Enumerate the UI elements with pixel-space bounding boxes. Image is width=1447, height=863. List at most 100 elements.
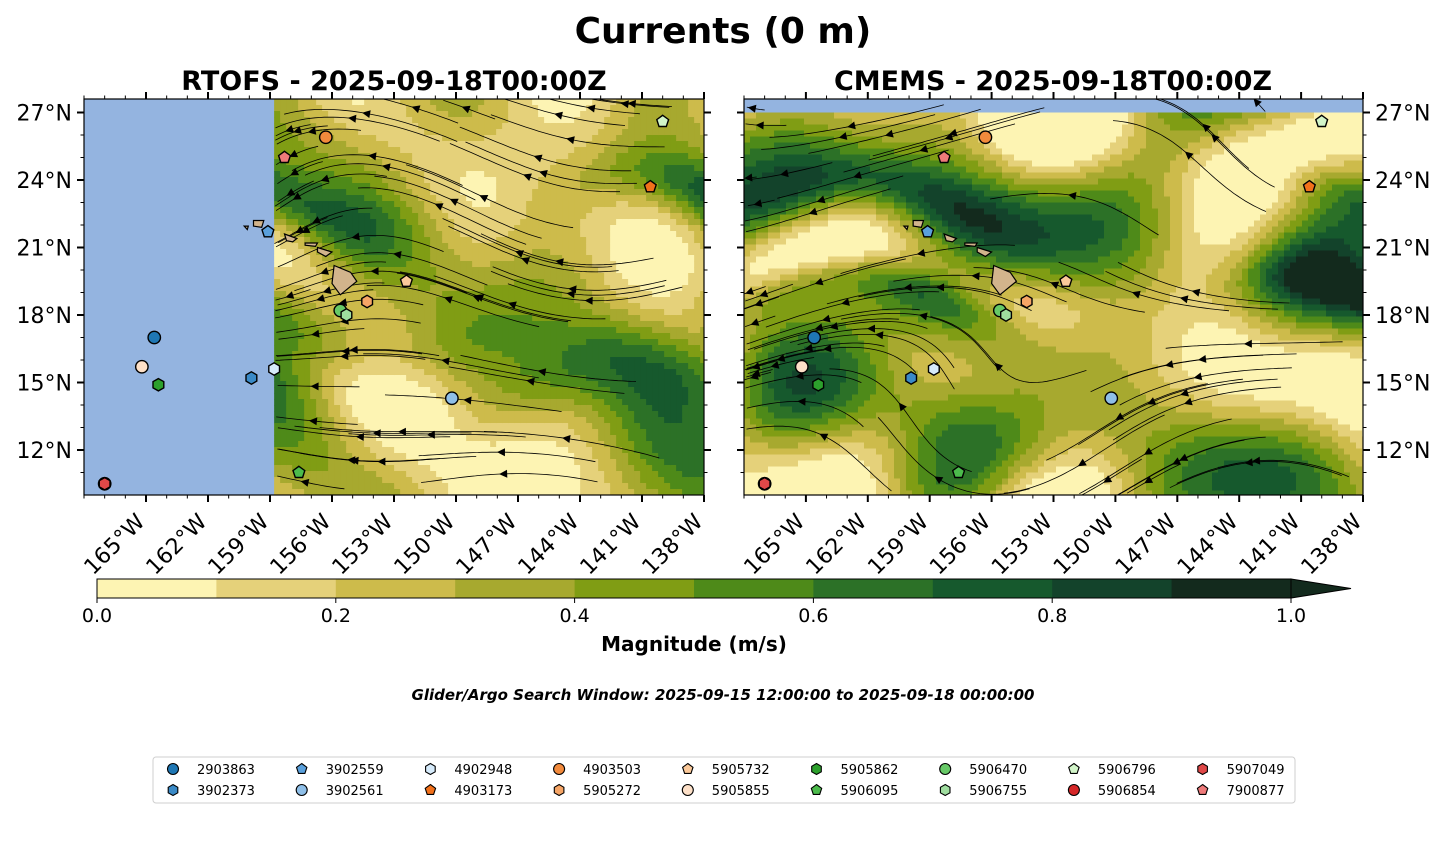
magnitude-cell: [688, 309, 695, 316]
magnitude-cell: [574, 141, 581, 148]
magnitude-cell: [526, 417, 533, 424]
magnitude-cell: [370, 321, 377, 328]
magnitude-cell: [682, 291, 689, 298]
magnitude-cell: [382, 429, 389, 436]
magnitude-cell: [286, 207, 293, 214]
magnitude-cell: [658, 147, 665, 154]
magnitude-cell: [454, 255, 461, 262]
magnitude-cell: [676, 465, 683, 472]
magnitude-cell: [310, 117, 317, 124]
magnitude-cell: [322, 471, 329, 478]
magnitude-cell: [472, 171, 479, 178]
magnitude-cell: [508, 333, 515, 340]
magnitude-cell: [556, 285, 563, 292]
magnitude-cell: [382, 267, 389, 274]
magnitude-cell: [484, 369, 491, 376]
magnitude-cell: [646, 465, 653, 472]
magnitude-cell: [694, 321, 701, 328]
magnitude-cell: [514, 327, 521, 334]
magnitude-cell: [352, 435, 359, 442]
magnitude-cell: [526, 201, 533, 208]
magnitude-cell: [418, 249, 425, 256]
magnitude-cell: [346, 297, 353, 304]
magnitude-cell: [364, 357, 371, 364]
magnitude-cell: [274, 471, 281, 478]
magnitude-cell: [316, 399, 323, 406]
magnitude-cell: [466, 447, 473, 454]
magnitude-cell: [400, 471, 407, 478]
magnitude-cell: [346, 231, 353, 238]
magnitude-cell: [700, 231, 704, 238]
magnitude-cell: [646, 297, 653, 304]
magnitude-cell: [292, 363, 299, 370]
magnitude-cell: [538, 483, 545, 490]
magnitude-cell: [328, 315, 335, 322]
magnitude-cell: [682, 279, 689, 286]
magnitude-cell: [532, 447, 539, 454]
magnitude-cell: [328, 459, 335, 466]
magnitude-cell: [364, 189, 371, 196]
magnitude-cell: [472, 447, 479, 454]
magnitude-cell: [538, 147, 545, 154]
magnitude-cell: [700, 129, 704, 136]
magnitude-cell: [520, 135, 527, 142]
magnitude-cell: [514, 435, 521, 442]
magnitude-cell: [478, 147, 485, 154]
magnitude-cell: [424, 147, 431, 154]
magnitude-cell: [334, 363, 341, 370]
magnitude-cell: [280, 315, 287, 322]
magnitude-cell: [448, 381, 455, 388]
magnitude-cell: [364, 225, 371, 232]
magnitude-cell: [520, 447, 527, 454]
magnitude-cell: [454, 123, 461, 130]
magnitude-cell: [646, 393, 653, 400]
magnitude-cell: [274, 117, 281, 124]
magnitude-cell: [568, 453, 575, 460]
magnitude-cell: [622, 147, 629, 154]
magnitude-cell: [472, 333, 479, 340]
magnitude-cell: [346, 249, 353, 256]
magnitude-cell: [328, 219, 335, 226]
magnitude-cell: [358, 381, 365, 388]
magnitude-cell: [472, 123, 479, 130]
magnitude-cell: [430, 261, 437, 268]
magnitude-cell: [688, 201, 695, 208]
magnitude-cell: [592, 471, 599, 478]
magnitude-cell: [370, 483, 377, 490]
magnitude-cell: [538, 177, 545, 184]
magnitude-cell: [346, 369, 353, 376]
magnitude-cell: [334, 435, 341, 442]
magnitude-cell: [598, 381, 605, 388]
magnitude-cell: [682, 351, 689, 358]
magnitude-cell: [286, 219, 293, 226]
magnitude-cell: [544, 99, 551, 106]
magnitude-cell: [286, 315, 293, 322]
magnitude-cell: [520, 411, 527, 418]
magnitude-cell: [436, 435, 443, 442]
magnitude-cell: [658, 165, 665, 172]
magnitude-cell: [664, 153, 671, 160]
magnitude-cell: [334, 99, 341, 106]
magnitude-cell: [280, 243, 287, 250]
magnitude-cell: [634, 171, 641, 178]
magnitude-cell: [604, 135, 611, 142]
magnitude-cell: [538, 429, 545, 436]
magnitude-cell: [550, 129, 557, 136]
magnitude-cell: [334, 297, 341, 304]
streamline-arrow: [586, 104, 596, 113]
magnitude-cell: [298, 117, 305, 124]
magnitude-cell: [622, 213, 629, 220]
magnitude-cell: [274, 213, 281, 220]
magnitude-cell: [556, 327, 563, 334]
magnitude-cell: [436, 375, 443, 382]
magnitude-cell: [682, 105, 689, 112]
magnitude-cell: [388, 183, 395, 190]
magnitude-cell: [616, 315, 623, 322]
magnitude-cell: [460, 177, 467, 184]
magnitude-cell: [568, 327, 575, 334]
magnitude-cell: [658, 153, 665, 160]
magnitude-cell: [436, 405, 443, 412]
lon-tick-label: 165°W: [80, 509, 151, 580]
magnitude-cell: [316, 309, 323, 316]
magnitude-cell: [274, 375, 281, 382]
